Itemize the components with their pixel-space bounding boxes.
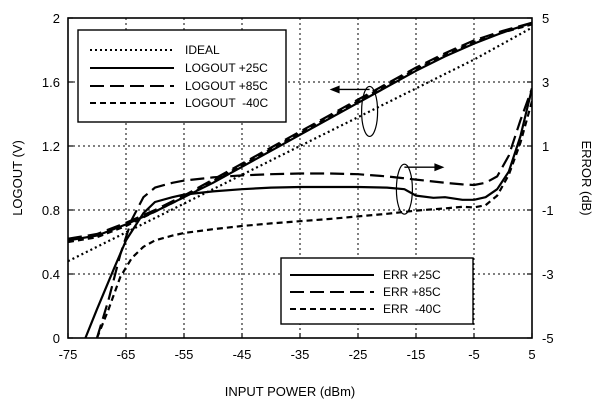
annotation-ellipse [361, 85, 379, 138]
legend-bottom: ERR +25C ERR +85C ERR -40C [280, 257, 474, 325]
x-axis-title: INPUT POWER (dBm) [225, 384, 356, 399]
y-right-axis-title: ERROR (dB) [579, 140, 594, 215]
x-tick-labels: -75 -65 -55 -45 -35 -25 -15 -5 5 [59, 333, 536, 362]
y-left-tick-label: 1.6 [42, 75, 60, 90]
annotation-ellipse [395, 163, 413, 215]
y-left-tick-label: 0 [53, 331, 60, 346]
y-left-tick-label: 2 [53, 11, 60, 26]
y-right-tick-label: -1 [542, 203, 554, 218]
series-err-85c [95, 88, 532, 338]
annotations [329, 85, 445, 215]
x-tick-label: -55 [175, 347, 194, 362]
x-tick-label: -25 [349, 347, 368, 362]
series-logout-40c [68, 23, 532, 244]
legend-bottom-label-25c: ERR +25C [383, 268, 441, 282]
legend-top-label-85c: LOGOUT +85C [185, 79, 268, 93]
x-tick-label: -45 [233, 347, 252, 362]
series-err-25c [84, 88, 532, 338]
y-right-tick-label: 1 [542, 139, 549, 154]
series-err-40c [95, 100, 532, 338]
y-right-tick-label: -3 [542, 267, 554, 282]
series-layer [68, 21, 532, 338]
y-left-tick-label: 0.8 [42, 203, 60, 218]
x-tick-label: -65 [117, 347, 136, 362]
x-tick-label: -15 [407, 347, 426, 362]
legend-bottom-box [280, 257, 474, 325]
y-left-tick-label: 1.2 [42, 139, 60, 154]
x-tick-label: -35 [291, 347, 310, 362]
legend-top-box [77, 29, 287, 123]
x-tick-label: -75 [59, 347, 78, 362]
x-tick-label: -5 [468, 347, 480, 362]
series-logout-85c [68, 21, 532, 240]
legend-bottom-label-85c: ERR +85C [383, 285, 441, 299]
y-right-tick-label: -5 [542, 331, 554, 346]
y-left-tick-labels: 0 0.4 0.8 1.2 1.6 2 [42, 11, 73, 346]
annotation-arrowhead [329, 85, 340, 94]
y-right-tick-label: 3 [542, 75, 549, 90]
y-left-tick-label: 0.4 [42, 267, 60, 282]
series-ideal [68, 26, 532, 263]
y-right-tick-labels: -5 -3 -1 1 3 5 [527, 11, 554, 346]
annotation-arrowhead [434, 163, 445, 172]
legend-top: IDEAL LOGOUT +25C LOGOUT +85C LOGOUT -40… [77, 29, 287, 123]
legend-top-label-m40c: LOGOUT -40C [185, 96, 268, 110]
x-tick-label: 5 [528, 347, 535, 362]
legend-top-label-25c: LOGOUT +25C [185, 61, 268, 75]
legend-top-label-ideal: IDEAL [185, 43, 220, 57]
legend-bottom-label-m40c: ERR -40C [383, 302, 441, 316]
y-right-tick-label: 5 [542, 11, 549, 26]
y-left-axis-title: LOGOUT (V) [10, 140, 25, 216]
